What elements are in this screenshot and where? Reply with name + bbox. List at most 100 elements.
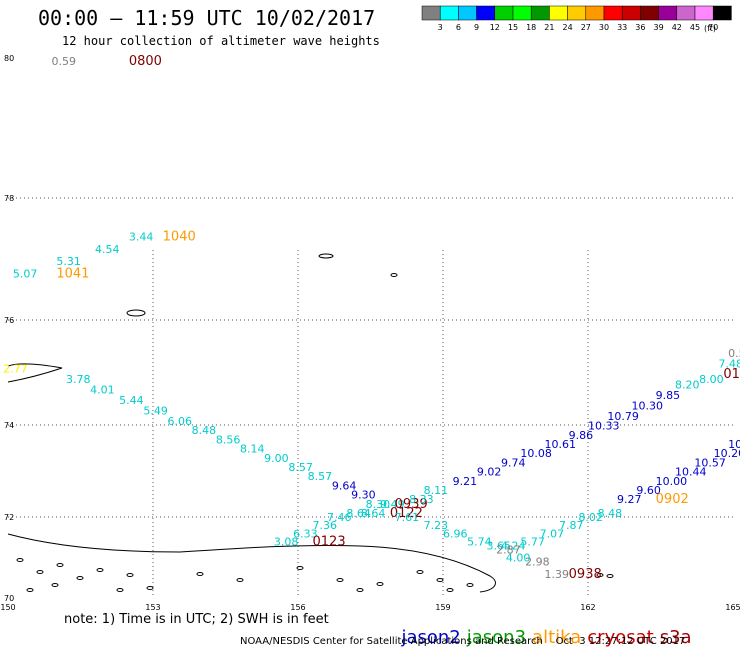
coast-speck bbox=[336, 578, 344, 582]
pass-time-label: 0902 bbox=[656, 492, 689, 507]
swh-label: 6.33 bbox=[293, 527, 318, 540]
colorbar-label: 3 bbox=[438, 23, 443, 32]
swh-label: 10.00 bbox=[656, 475, 688, 488]
swh-label: 10.79 bbox=[607, 410, 639, 423]
chart-footer: NOAA/NESDIS Center for Satellite Applica… bbox=[240, 636, 686, 647]
colorbar-bin bbox=[658, 5, 678, 21]
chart-note: note: 1) Time is in UTC; 2) SWH is in fe… bbox=[64, 612, 329, 627]
colorbar-bin bbox=[621, 5, 641, 21]
coast-speck bbox=[466, 583, 474, 587]
swh-label: 9.02 bbox=[477, 466, 502, 479]
x-tick-label: 165 bbox=[725, 603, 740, 612]
legend-jason2: jason2 bbox=[401, 627, 461, 648]
swh-label: 5.31 bbox=[56, 255, 80, 268]
coast-speck bbox=[146, 586, 154, 590]
coast-speck bbox=[606, 574, 614, 578]
swh-label: 6.96 bbox=[443, 527, 468, 540]
colorbar-label: 9 bbox=[474, 23, 479, 32]
swh-label: 8.57 bbox=[288, 461, 313, 474]
colorbar-unit: (ft) bbox=[704, 24, 717, 33]
colorbar-bin bbox=[585, 5, 605, 21]
y-tick-label: 72 bbox=[4, 513, 14, 522]
coast-speck bbox=[116, 588, 124, 592]
coast-speck bbox=[26, 588, 34, 592]
swh-label: 9.64 bbox=[332, 479, 357, 492]
colorbar-label: 12 bbox=[490, 23, 500, 32]
colorbar-label: 36 bbox=[635, 23, 645, 32]
pass-time-label: 0123 bbox=[313, 534, 346, 549]
swh-label: 8.56 bbox=[216, 433, 241, 446]
swh-label: 10.08 bbox=[520, 447, 552, 460]
swh-label: 8.64 bbox=[361, 507, 386, 520]
swh-label: 10 bbox=[728, 438, 740, 451]
swh-label: 5.07 bbox=[13, 267, 38, 280]
y-tick-label: 80 bbox=[4, 54, 14, 63]
swh-label: 9.21 bbox=[453, 475, 478, 488]
swh-label: 8.33 bbox=[409, 493, 434, 506]
swh-label: 0.5 bbox=[728, 347, 740, 360]
colorbar-bin bbox=[603, 5, 623, 21]
colorbar-bin bbox=[549, 5, 568, 21]
coast-speck bbox=[196, 572, 204, 576]
swh-label: 8.48 bbox=[598, 507, 623, 520]
colorbar-label: 70 bbox=[708, 23, 718, 32]
swh-label: 6.06 bbox=[168, 415, 193, 428]
colorbar-bin bbox=[494, 5, 514, 21]
colorbar-bin bbox=[640, 5, 659, 21]
colorbar-bin bbox=[512, 5, 532, 21]
swh-label: 8.57 bbox=[308, 470, 333, 483]
coast-speck bbox=[96, 568, 104, 572]
coast-island-west bbox=[7, 363, 63, 383]
swh-label: 4.54 bbox=[95, 243, 120, 256]
swh-label: 9.49 bbox=[380, 498, 405, 511]
swh-label: 2.77 bbox=[3, 363, 28, 376]
coast-speck bbox=[376, 582, 384, 586]
legend-s3a: s3a bbox=[659, 627, 692, 648]
wave-height-labels: 0.59 0800 3.44 1040 4.54 5.31 5.07 1041 3.784.01… bbox=[3, 54, 740, 582]
x-tick-label: 159 bbox=[435, 603, 450, 612]
coast-speck bbox=[436, 578, 444, 582]
colorbar-bin bbox=[676, 5, 696, 21]
colorbar-bin bbox=[712, 5, 732, 21]
swh-label: 3.78 bbox=[66, 373, 91, 386]
x-tick-label: 150 bbox=[0, 603, 15, 612]
island-small bbox=[126, 309, 146, 317]
swh-label: 10.30 bbox=[632, 399, 664, 412]
colorbar-label: 6 bbox=[456, 23, 461, 32]
satellite-legend: jason2 jason3 altika cryosat s3a bbox=[390, 606, 698, 648]
coast-speck bbox=[596, 573, 604, 577]
swh-label: 4.00 bbox=[506, 552, 531, 565]
swh-label: 7.48 bbox=[719, 357, 740, 370]
swh-label: 0.59 bbox=[52, 55, 77, 68]
swh-label: 2.87 bbox=[496, 543, 520, 556]
pass-time-label: 1040 bbox=[163, 230, 196, 245]
swh-label: 9.60 bbox=[636, 484, 661, 497]
colorbar-bin bbox=[476, 5, 496, 21]
colorbar-label: 15 bbox=[508, 23, 518, 32]
swh-label: 10.57 bbox=[694, 456, 726, 469]
swh-label: 5.74 bbox=[467, 535, 492, 548]
coast-speck bbox=[296, 566, 304, 570]
swh-label: 9.85 bbox=[656, 389, 681, 402]
legend-cryosat: cryosat bbox=[587, 627, 654, 648]
colorbar-label: 39 bbox=[654, 23, 664, 32]
coast-speck bbox=[76, 576, 84, 580]
y-tick-label: 76 bbox=[4, 316, 14, 325]
swh-label: 8.00 bbox=[699, 373, 724, 386]
colorbar-label: 18 bbox=[526, 23, 536, 32]
chart-title: 00:00 — 11:59 UTC 10/02/2017 bbox=[38, 6, 376, 30]
y-tick-label: 78 bbox=[4, 194, 14, 203]
pass-time-label: 0800 bbox=[129, 54, 162, 69]
swh-label: 1.39 bbox=[545, 568, 570, 581]
swh-label: 5.77 bbox=[520, 535, 545, 548]
colorbar-bin bbox=[421, 5, 441, 21]
swh-label: 3.08 bbox=[274, 535, 299, 548]
swh-label: 7.23 bbox=[424, 519, 449, 532]
x-tick-label: 162 bbox=[580, 603, 595, 612]
island-tiny-1 bbox=[318, 253, 334, 259]
colorbar-bin bbox=[530, 5, 550, 21]
swh-label: 8.64 bbox=[346, 507, 371, 520]
pass-time-label: 0938 bbox=[569, 567, 602, 582]
coast-speck bbox=[51, 583, 59, 587]
coast-speck bbox=[356, 588, 364, 592]
